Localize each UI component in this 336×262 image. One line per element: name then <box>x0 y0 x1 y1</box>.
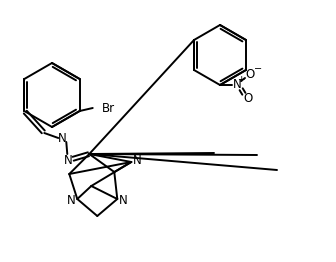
Text: N: N <box>58 132 67 145</box>
Text: O: O <box>243 92 253 106</box>
Text: N: N <box>133 154 142 166</box>
Text: N: N <box>67 194 76 208</box>
Text: N: N <box>119 194 128 208</box>
Text: −: − <box>254 64 262 74</box>
Text: N: N <box>233 79 241 91</box>
Text: Br: Br <box>102 101 115 114</box>
Text: N: N <box>64 154 73 166</box>
Text: +: + <box>237 74 245 84</box>
Text: O: O <box>245 68 255 81</box>
